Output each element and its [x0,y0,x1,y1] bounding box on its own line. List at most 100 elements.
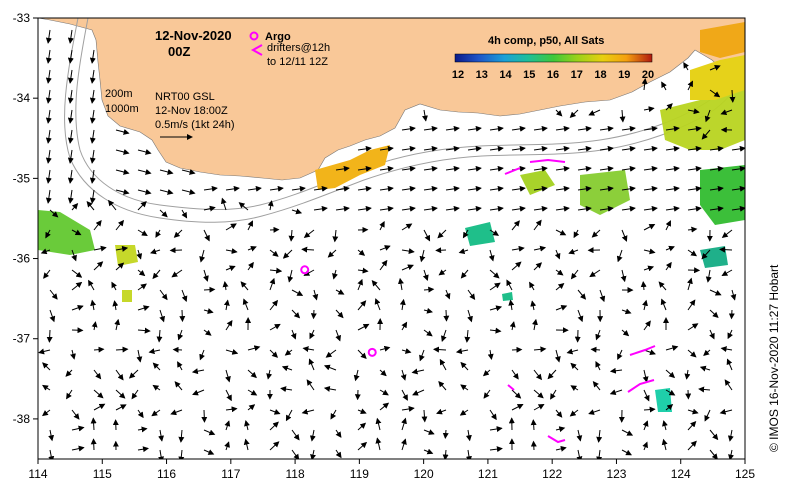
current-arrow [93,369,102,380]
current-arrow [335,449,342,459]
current-arrow [555,445,567,452]
current-arrow [643,205,658,212]
current-arrow [353,369,360,382]
current-arrow [591,229,601,238]
current-arrow [570,385,579,391]
current-arrow [225,248,238,254]
current-arrow [589,269,601,278]
current-arrow [45,149,52,164]
argo-floats [300,265,377,357]
current-arrow [181,189,196,195]
current-arrow [662,420,668,431]
current-arrow [442,429,449,439]
current-arrow [401,223,413,231]
current-arrow [488,249,495,262]
x-tick-label: 121 [478,467,498,481]
current-arrow [137,169,152,175]
current-arrow [325,349,337,358]
current-arrow [309,329,315,340]
current-arrow [45,49,52,64]
current-arrow [576,449,583,459]
current-arrow [310,449,316,459]
current-arrow [115,219,125,231]
current-arrow [335,289,345,295]
current-arrow [291,429,300,441]
current-arrow [511,404,524,411]
current-arrow [665,369,676,379]
current-arrow [704,409,711,422]
current-arrow [247,404,256,411]
current-arrow [309,429,316,442]
current-arrow [178,429,185,443]
current-arrow [247,245,257,252]
current-arrow [728,309,735,320]
current-arrow [687,145,702,152]
current-arrow [533,245,547,252]
current-arrow [709,205,724,212]
current-arrow [401,264,414,271]
current-arrow [577,125,592,132]
current-arrow [440,329,447,342]
current-arrow [136,249,143,260]
current-arrow [128,369,139,379]
current-arrow [445,125,460,132]
current-arrow [38,348,51,355]
current-arrow [291,289,304,296]
current-arrow [247,345,261,352]
current-arrow [643,224,656,231]
current-arrow [619,109,626,123]
current-arrow [290,329,297,340]
current-arrow [621,125,636,132]
current-arrow [555,165,570,172]
current-arrow [709,65,721,71]
current-arrow [412,389,425,396]
current-arrow [511,261,522,271]
current-arrow [242,298,249,311]
y-tick-label: -38 [13,412,31,426]
current-arrow [191,368,205,375]
current-arrow [89,89,96,104]
current-arrow [335,165,350,172]
current-arrow [643,165,658,172]
current-arrow [291,185,306,192]
current-arrow [357,408,367,415]
current-arrow [357,349,367,360]
x-tick-label: 124 [671,467,691,481]
current-arrow [93,346,105,353]
current-arrow [509,321,516,331]
current-arrow [330,409,337,420]
current-arrow [641,78,648,91]
current-arrow [729,89,736,103]
current-arrow [642,369,649,383]
current-arrow [460,384,469,391]
current-arrow [687,349,697,358]
current-arrow [45,69,52,84]
current-arrow [683,62,689,71]
current-arrow [172,346,183,353]
current-arrow [269,249,279,257]
current-arrow [555,282,565,291]
current-arrow [357,441,368,451]
current-arrow [419,349,425,362]
colorbar-tick-label: 12 [452,69,464,81]
current-arrow [511,185,526,192]
drifter-tracks [504,158,656,444]
current-arrow [357,267,369,274]
current-arrow [616,249,623,263]
current-arrow [709,289,722,296]
map-date: 12-Nov-2020 [155,28,232,43]
current-arrow [401,321,408,331]
current-arrow [511,145,526,152]
current-arrow [158,449,165,459]
current-arrow [71,445,85,452]
current-arrow [91,321,98,331]
current-arrow [687,205,702,212]
current-arrow [397,277,404,291]
current-arrow [67,169,74,184]
current-arrow [269,441,280,451]
current-arrow [203,269,209,282]
current-arrow [422,269,429,282]
drifter-legend-line1: drifters@12h [267,42,330,54]
current-arrow [90,417,97,431]
current-arrow [159,309,166,323]
